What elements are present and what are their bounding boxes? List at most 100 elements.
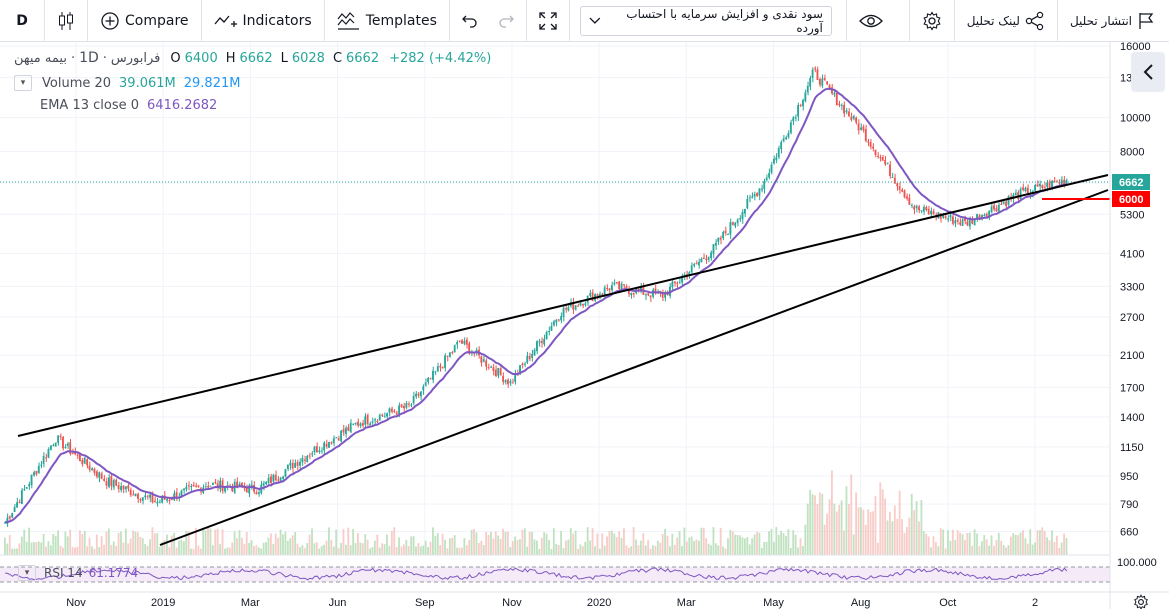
candle-body: [565, 308, 567, 310]
collapse-panel-button[interactable]: [1131, 52, 1165, 92]
candle-body: [918, 206, 920, 211]
volume-bar: [511, 540, 514, 555]
rsi-collapse-toggle-icon[interactable]: ▾: [18, 565, 36, 581]
candle-body: [1000, 203, 1003, 205]
volume-bar: [942, 529, 945, 555]
candle-body: [804, 92, 807, 102]
candlestick-icon[interactable]: [53, 5, 79, 37]
candle-body: [533, 349, 536, 356]
candle-body: [180, 490, 183, 497]
price-chart[interactable]: 1600013000100008000650053004100330027002…: [0, 42, 1169, 609]
volume-bar: [323, 544, 326, 555]
candle-body: [127, 485, 130, 489]
candle-body: [499, 368, 502, 375]
volume-bar: [652, 545, 654, 555]
volume-bar: [6, 543, 9, 555]
candle-body: [589, 293, 592, 296]
interval-button[interactable]: D: [16, 12, 28, 29]
volume-bar: [860, 507, 862, 555]
candle-body: [257, 492, 260, 495]
candle-body: [303, 459, 306, 461]
price-axis[interactable]: 1600013000100008000650053004100330027002…: [1120, 42, 1151, 538]
volume-bar: [76, 546, 79, 555]
volume-bar: [758, 532, 761, 555]
candle-body: [983, 215, 986, 217]
axis-settings-button[interactable]: [1133, 594, 1149, 609]
compare-button[interactable]: Compare: [96, 5, 193, 37]
candle-body: [785, 137, 787, 140]
volume-bar: [644, 545, 647, 555]
volume-bar: [799, 538, 802, 555]
candle-body: [13, 506, 16, 512]
candle-body: [335, 437, 338, 439]
collapse-toggle-icon[interactable]: ▾: [14, 75, 32, 91]
candle-body: [690, 265, 693, 273]
candle-body: [661, 293, 664, 298]
rsi-label[interactable]: RSI 14: [44, 566, 83, 580]
candle-body: [59, 435, 62, 438]
volume-bar: [845, 486, 848, 555]
volume-bar: [28, 527, 30, 555]
ema-label[interactable]: EMA 13 close 0: [40, 98, 140, 113]
trendline-lower[interactable]: [159, 189, 1109, 546]
candle-body: [693, 264, 695, 266]
candle-body: [739, 218, 741, 220]
volume-bar: [110, 544, 113, 555]
candle-body: [681, 277, 683, 283]
candle-body: [806, 85, 809, 93]
volume-bar: [250, 540, 253, 555]
volume-bar: [753, 534, 756, 555]
candle-body: [743, 208, 746, 214]
analysis-link-button[interactable]: لینک تحلیل: [963, 5, 1049, 37]
volume-bar: [763, 541, 766, 555]
redo-icon[interactable]: [494, 5, 518, 37]
candle-body: [1051, 180, 1053, 188]
candle-body: [1058, 182, 1061, 184]
volume-bar: [659, 542, 662, 555]
candle-body: [18, 502, 21, 504]
volume-bar: [207, 528, 209, 555]
trendline-upper[interactable]: [17, 174, 1109, 437]
candle-body: [395, 412, 398, 415]
volume-bar: [966, 533, 969, 555]
volume-bar: [828, 499, 831, 555]
volume-bar: [390, 530, 393, 555]
volume-bar: [74, 547, 76, 555]
chart-type-group: [45, 0, 88, 42]
time-axis[interactable]: Nov 2019 Mar Jun Sep Nov 2020 Mar May Aug Oct 2: [66, 597, 1038, 609]
candle-body: [453, 345, 456, 353]
x-tick-label: 2: [1032, 597, 1038, 609]
legend-symbol[interactable]: بیمه میهن: [14, 50, 67, 66]
candle-body: [216, 483, 219, 488]
candle-body: [545, 331, 548, 340]
eye-icon[interactable]: [855, 5, 887, 37]
volume-bar: [910, 493, 913, 555]
volume-bar: [509, 546, 512, 555]
undo-icon[interactable]: [458, 5, 482, 37]
publish-button[interactable]: انتشار تحلیل: [1066, 5, 1161, 37]
compare-group: Compare: [88, 0, 202, 42]
volume-bar: [354, 543, 357, 555]
candle-body: [891, 176, 894, 178]
gear-icon[interactable]: [918, 5, 946, 37]
templates-button[interactable]: Templates: [333, 5, 441, 37]
volume-bar: [531, 531, 533, 555]
indicators-button[interactable]: Indicators: [210, 5, 316, 37]
volume-bar: [947, 530, 949, 555]
candle-body: [28, 484, 30, 487]
candle-body: [11, 513, 14, 518]
volume-bar: [265, 542, 267, 555]
volume-bar: [422, 545, 425, 555]
volume-bar: [233, 531, 236, 555]
fullscreen-icon[interactable]: [535, 5, 561, 37]
volume-bar: [318, 548, 321, 555]
study-select[interactable]: سود نقدی و افزایش سرمایه با احتساب آورده: [579, 5, 832, 36]
candle-body: [664, 292, 666, 298]
candle-body: [69, 442, 72, 454]
volume-label[interactable]: Volume 20: [42, 75, 112, 91]
volume-bar: [743, 538, 746, 555]
candle-body: [760, 188, 763, 191]
volume-bar: [688, 537, 691, 555]
candle-body: [456, 341, 459, 345]
candle-body: [166, 499, 168, 501]
